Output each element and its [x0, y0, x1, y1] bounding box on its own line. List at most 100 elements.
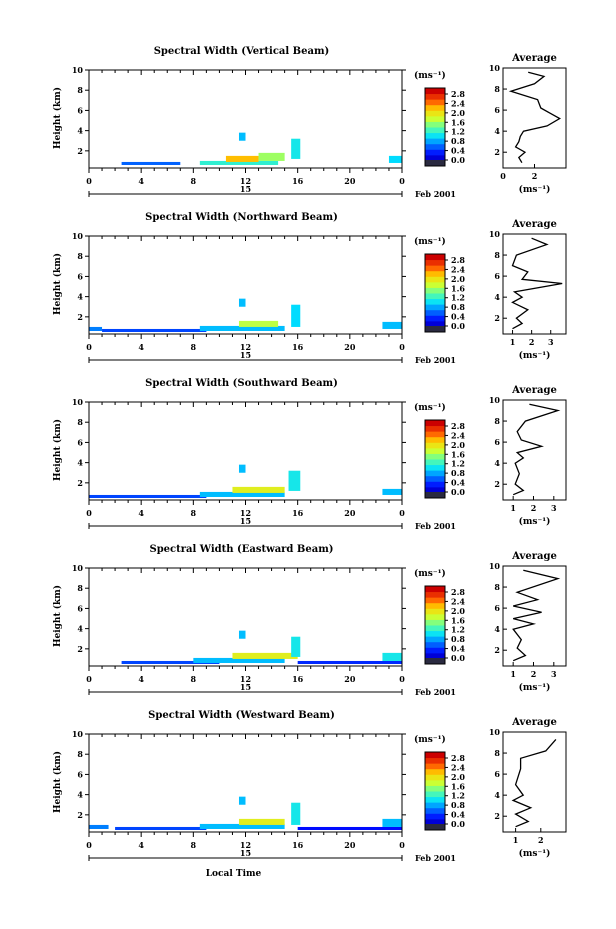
day-label: 15: [240, 516, 251, 526]
average-x-label: (ms⁻¹): [519, 682, 551, 693]
average-x-tick-label: 3: [551, 669, 557, 679]
data-cell-1: [89, 824, 109, 829]
y-tick-label: 8: [77, 583, 83, 593]
colorbar-segment: [425, 785, 445, 792]
data-cell-2: [199, 491, 285, 497]
average-x-tick-label: 2: [531, 503, 537, 513]
average-title: Average: [511, 717, 557, 728]
average-x-tick-label: 0: [500, 171, 506, 181]
average-x-tick-label: 1: [510, 337, 516, 347]
panel-title: Spectral Width (Vertical Beam): [154, 46, 330, 57]
colorbar-segment: [425, 154, 445, 161]
average-y-tick-label: 2: [494, 147, 500, 157]
average-y-tick-label: 2: [494, 645, 500, 655]
panel-3: Spectral Width (Southward Beam)246810Hei…: [52, 378, 567, 531]
average-frame: [502, 731, 567, 833]
data-cells: [121, 132, 402, 165]
data-cell-7: [382, 652, 402, 661]
y-tick-label: 6: [77, 437, 83, 447]
data-cell-7: [388, 155, 402, 163]
x-tick-label: 0: [86, 342, 92, 352]
data-cell-6: [382, 488, 402, 495]
average-x-label: (ms⁻¹): [519, 350, 551, 361]
colorbar-segment: [425, 115, 445, 122]
panel-title: Spectral Width (Westward Beam): [148, 710, 335, 721]
colorbar-frame: [424, 585, 446, 665]
average-y-tick-label: 10: [489, 395, 501, 405]
colorbar-segment: [425, 757, 445, 764]
average-frame: [502, 399, 567, 501]
colorbar: 0.00.40.81.21.62.02.42.8: [424, 419, 465, 499]
average-x-tick-label: 3: [548, 337, 554, 347]
colorbar-floor: [425, 326, 445, 332]
y-tick-label: 2: [77, 146, 83, 156]
colorbar-segment: [425, 259, 445, 266]
y-tick-label: 10: [72, 563, 84, 573]
x-tick-label: 8: [191, 840, 197, 850]
average-x-label: (ms⁻¹): [519, 516, 551, 527]
x-tick-label: 16: [292, 840, 304, 850]
colorbar-segment: [425, 127, 445, 134]
data-cell-4: [238, 630, 246, 639]
colorbar-tick-label: 2.8: [451, 587, 465, 597]
y-tick-label: 2: [77, 810, 83, 820]
x-tick-label: 4: [138, 840, 144, 850]
x-tick-label: 0: [399, 840, 405, 850]
colorbar-segment: [425, 779, 445, 786]
data-cells: [89, 298, 402, 332]
colorbar-segment: [425, 630, 445, 637]
data-cell-5: [291, 636, 301, 657]
average-title: Average: [511, 385, 557, 396]
x-tick-label: 4: [138, 674, 144, 684]
colorbar-segment: [425, 254, 445, 261]
colorbar-segment: [425, 647, 445, 654]
y-tick-label: 4: [77, 624, 83, 634]
date-label: Feb 2001: [415, 687, 456, 697]
colorbar-unit: (ms⁻¹): [414, 568, 446, 579]
colorbar-segment: [425, 304, 445, 311]
average-y-tick-label: 2: [494, 479, 500, 489]
colorbar-segment: [425, 99, 445, 106]
colorbar-segment: [425, 320, 445, 327]
colorbar-segment: [425, 104, 445, 111]
x-tick-label: 8: [191, 674, 197, 684]
colorbar-unit: (ms⁻¹): [414, 70, 446, 81]
x-tick-label: 20: [344, 176, 356, 186]
average-y-tick-label: 6: [494, 105, 500, 115]
data-cell-6: [297, 660, 402, 664]
colorbar-unit: (ms⁻¹): [414, 734, 446, 745]
colorbar-segment: [425, 602, 445, 609]
y-tick-label: 6: [77, 105, 83, 115]
x-tick-label: 0: [399, 508, 405, 518]
colorbar-segment: [425, 475, 445, 482]
data-cells: [89, 796, 402, 830]
average-y-tick-label: 8: [494, 84, 500, 94]
data-cell-6: [291, 304, 301, 327]
colorbar-tick-label: 0.0: [451, 819, 465, 829]
x-tick-label: 4: [138, 342, 144, 352]
y-tick-label: 2: [77, 644, 83, 654]
x-tick-label: 0: [86, 840, 92, 850]
day-label: 15: [240, 848, 251, 858]
data-cell-3: [232, 652, 298, 659]
colorbar-segment: [425, 652, 445, 659]
panel-title: Spectral Width (Eastward Beam): [149, 544, 333, 555]
colorbar-tick-label: 1.6: [451, 781, 465, 791]
colorbar-segment: [425, 608, 445, 615]
y-tick-label: 10: [72, 231, 84, 241]
colorbar-segment: [425, 121, 445, 128]
colorbar-segment: [425, 281, 445, 288]
data-cell-2: [115, 826, 207, 830]
colorbar-tick-label: 1.2: [451, 459, 465, 469]
y-axis-label: Height (km): [52, 751, 63, 813]
colorbar-tick-label: 2.8: [451, 421, 465, 431]
average-y-tick-label: 8: [494, 582, 500, 592]
colorbar-tick-label: 1.2: [451, 625, 465, 635]
y-tick-label: 6: [77, 603, 83, 613]
y-axis-label: Height (km): [52, 253, 63, 315]
data-cells: [89, 464, 402, 498]
colorbar-segment: [425, 447, 445, 454]
colorbar-segment: [425, 481, 445, 488]
colorbar-tick-label: 2.0: [451, 772, 465, 782]
